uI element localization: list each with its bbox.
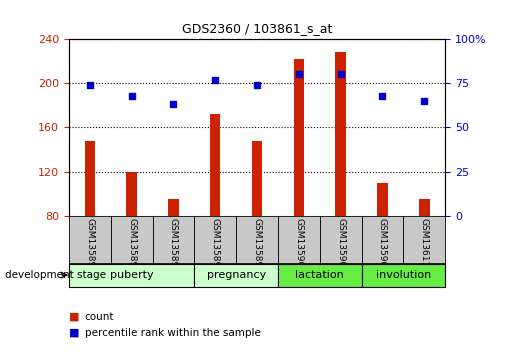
Text: GSM135899: GSM135899	[253, 218, 261, 273]
Point	[85, 82, 94, 88]
Point	[169, 102, 178, 107]
Bar	[111, 216, 153, 264]
Bar	[278, 216, 320, 264]
Bar	[153, 216, 195, 264]
Text: GSM135902: GSM135902	[378, 218, 387, 273]
Text: puberty: puberty	[110, 270, 153, 280]
Point	[337, 72, 345, 77]
Bar	[195, 216, 236, 264]
Text: lactation: lactation	[295, 270, 344, 280]
Bar	[278, 264, 361, 287]
Bar	[69, 264, 195, 287]
Text: GSM135897: GSM135897	[169, 218, 178, 273]
Text: GSM135895: GSM135895	[85, 218, 94, 273]
Text: pregnancy: pregnancy	[207, 270, 266, 280]
Text: ■: ■	[69, 328, 80, 338]
Bar	[335, 52, 346, 216]
Bar	[126, 172, 137, 216]
Title: GDS2360 / 103861_s_at: GDS2360 / 103861_s_at	[182, 22, 332, 35]
Text: involution: involution	[376, 270, 431, 280]
Point	[295, 72, 303, 77]
Bar	[361, 264, 445, 287]
Bar	[403, 216, 445, 264]
Point	[253, 82, 261, 88]
Bar	[69, 216, 111, 264]
Text: percentile rank within the sample: percentile rank within the sample	[85, 328, 261, 338]
Point	[211, 77, 219, 82]
Text: GSM135898: GSM135898	[211, 218, 220, 273]
Text: development stage: development stage	[5, 270, 107, 280]
Text: GSM136112: GSM136112	[420, 218, 429, 273]
Bar	[195, 264, 278, 287]
Text: GSM135896: GSM135896	[127, 218, 136, 273]
Bar	[210, 114, 220, 216]
Bar	[85, 141, 95, 216]
Bar	[168, 199, 179, 216]
Bar	[361, 216, 403, 264]
Text: GSM135900: GSM135900	[294, 218, 303, 273]
Point	[127, 93, 136, 98]
Bar	[294, 59, 304, 216]
Text: count: count	[85, 312, 114, 322]
Text: GSM135901: GSM135901	[336, 218, 345, 273]
Bar	[252, 141, 262, 216]
Bar	[320, 216, 361, 264]
Bar	[236, 216, 278, 264]
Point	[378, 93, 387, 98]
Bar	[377, 183, 388, 216]
Point	[420, 98, 429, 104]
Bar	[419, 199, 429, 216]
Text: ■: ■	[69, 312, 80, 322]
